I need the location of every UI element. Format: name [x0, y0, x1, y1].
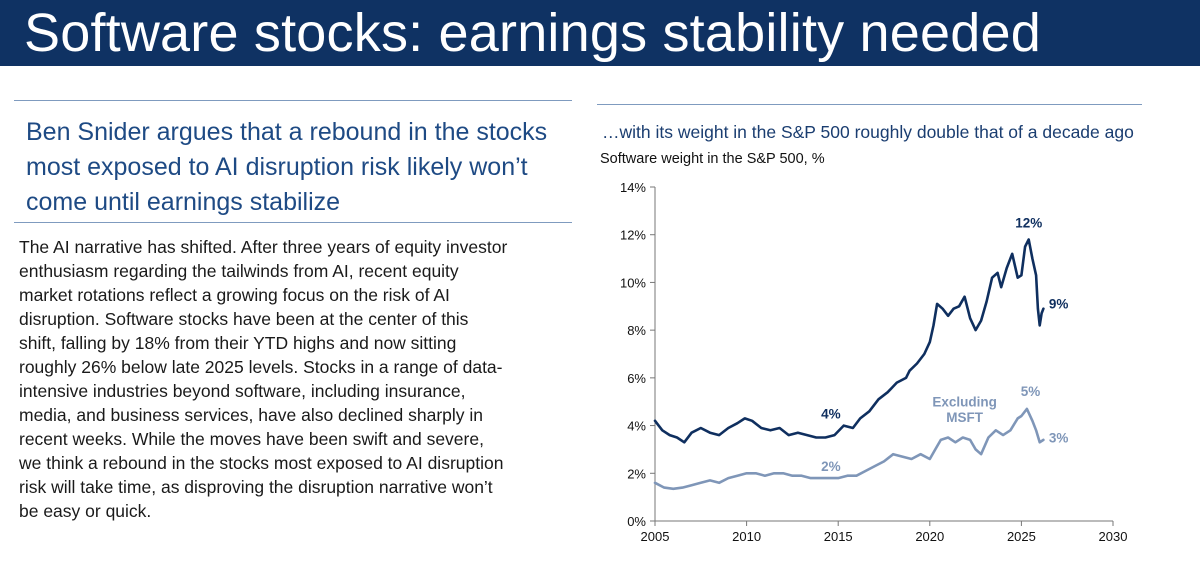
- article-subhead: Ben Snider argues that a rebound in the …: [26, 118, 548, 216]
- series-line-excluding-msft: [653, 407, 1045, 491]
- y-tick-label: 12%: [620, 228, 646, 243]
- x-tick-label: 2025: [1007, 529, 1036, 544]
- y-tick-label: 6%: [627, 371, 646, 386]
- data-label: 12%: [1015, 216, 1042, 231]
- middle-rule: [14, 222, 572, 223]
- y-tick-label: 2%: [627, 466, 646, 481]
- article-column: Ben Snider argues that a rebound in the …: [14, 100, 572, 523]
- chart-column: …with its weight in the S&P 500 roughly …: [597, 104, 1142, 167]
- data-label: Excluding: [932, 394, 997, 409]
- article-body: The AI narrative has shifted. After thre…: [19, 237, 508, 521]
- chart-title: Software weight in the S&P 500, %: [600, 151, 825, 167]
- x-tick-label: 2020: [915, 529, 944, 544]
- data-label: 3%: [1049, 430, 1069, 445]
- y-tick-label: 4%: [627, 419, 646, 434]
- chart-top-rule: [597, 104, 1142, 105]
- banner: Software stocks: earnings stability need…: [0, 0, 1200, 66]
- y-tick-label: 10%: [620, 275, 646, 290]
- data-label: 4%: [821, 406, 841, 421]
- data-label: 2%: [821, 459, 841, 474]
- series-line-software: [653, 238, 1045, 444]
- data-label: 5%: [1021, 384, 1041, 399]
- y-tick-label: 14%: [620, 180, 646, 195]
- y-tick-label: 0%: [627, 514, 646, 529]
- data-label: 9%: [1049, 297, 1069, 312]
- line-chart: 0% 2% 4% 6% 8% 10% 12% 14% 2005 2010 2015 2020 2025 2…: [620, 180, 1128, 544]
- x-tick-label: 2010: [732, 529, 761, 544]
- data-label: MSFT: [946, 410, 983, 425]
- x-tick-label: 2015: [824, 529, 853, 544]
- y-tick-label: 8%: [627, 323, 646, 338]
- chart-headline: …with its weight in the S&P 500 roughly …: [602, 122, 1134, 142]
- page-title: Software stocks: earnings stability need…: [24, 3, 1041, 63]
- x-tick-label: 2030: [1099, 529, 1128, 544]
- x-tick-label: 2005: [641, 529, 670, 544]
- top-rule: [14, 100, 572, 101]
